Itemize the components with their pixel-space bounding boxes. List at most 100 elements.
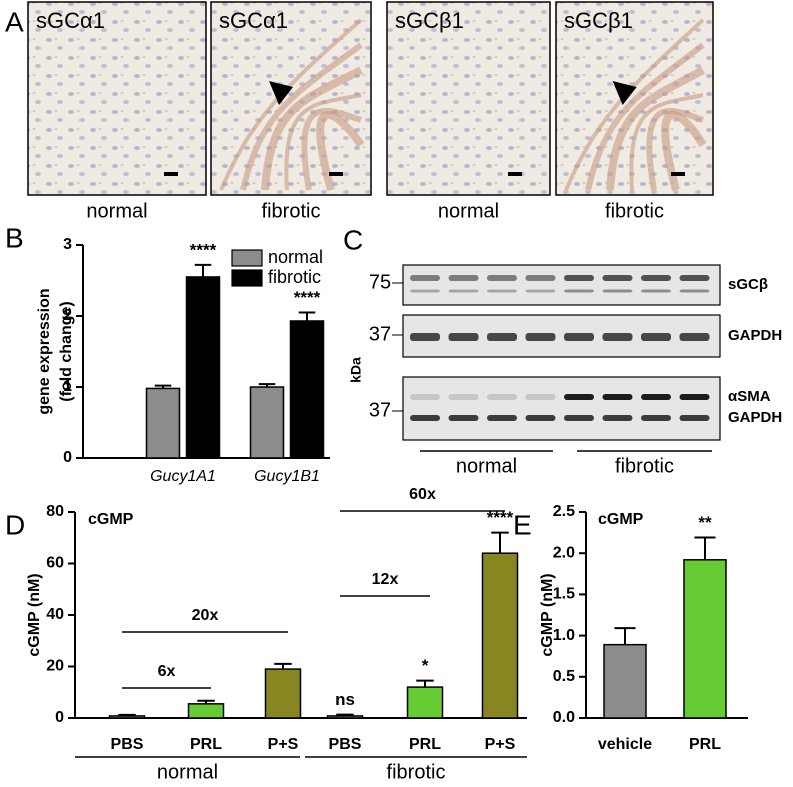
band: [679, 289, 710, 293]
band: [602, 394, 633, 400]
error-bar: [197, 699, 215, 704]
y-axis-label: (fold change): [58, 301, 75, 401]
y-axis-label: cGMP (nM): [26, 573, 43, 656]
band: [641, 394, 671, 400]
band: [448, 415, 479, 421]
band: [487, 394, 517, 400]
image-label: sGCβ1: [395, 8, 464, 33]
y-tick-label: 1: [63, 378, 72, 395]
image-label: sGCα1: [219, 8, 288, 33]
band: [525, 415, 556, 421]
bar: [187, 703, 225, 719]
error-bar: [491, 531, 509, 554]
legend-label: fibrotic: [268, 267, 321, 287]
group-label: normal: [157, 761, 218, 783]
group-label: fibrotic: [615, 455, 674, 477]
legend-swatch: [231, 249, 263, 267]
fold-change: 20x: [192, 607, 219, 624]
band: [487, 275, 517, 281]
y-tick-label: 0.5: [553, 668, 575, 685]
stain: [606, 66, 705, 191]
bar: [145, 387, 181, 459]
band: [679, 275, 710, 281]
band: [525, 333, 556, 341]
band: [410, 415, 440, 421]
band: [602, 333, 633, 341]
image-caption: normal: [86, 200, 147, 222]
scale-bar: [164, 172, 178, 176]
chart-title: cGMP: [598, 511, 644, 528]
significance: **: [698, 513, 712, 532]
band: [564, 275, 594, 281]
group-label: fibrotic: [387, 761, 446, 783]
band: [410, 275, 440, 281]
y-tick-label: 2.5: [553, 503, 575, 520]
y-tick-label: 1.0: [553, 627, 575, 644]
arrowhead: [612, 81, 637, 105]
panel-label: E: [513, 509, 532, 540]
y-tick-label: 80: [46, 503, 64, 520]
blot: [402, 264, 721, 306]
bar: [326, 715, 364, 719]
group-label: normal: [456, 455, 517, 477]
x-tick-label: vehicle: [598, 736, 652, 753]
bar: [289, 320, 325, 459]
image-label: sGCα1: [36, 8, 105, 33]
band: [525, 394, 556, 400]
stain: [240, 42, 363, 191]
band: [564, 289, 594, 293]
micrograph: [27, 1, 207, 196]
x-tick-label: Gucy1B1: [254, 468, 320, 485]
band: [641, 415, 671, 421]
micrograph: [386, 1, 551, 196]
fold-change: 12x: [372, 571, 399, 588]
error-bar: [258, 383, 276, 387]
error-bar: [694, 536, 716, 560]
kda-marker: 37: [369, 399, 391, 421]
stain: [284, 93, 362, 191]
x-tick-label: PRL: [190, 736, 222, 753]
y-tick-label: 40: [46, 606, 64, 623]
bar: [185, 276, 221, 459]
y-tick-label: 0: [63, 449, 72, 466]
band: [564, 333, 594, 341]
band: [679, 415, 710, 421]
panel-label: D: [5, 509, 25, 540]
error-bar: [614, 627, 636, 645]
scale-bar: [508, 172, 522, 176]
fold-change: 6x: [158, 663, 176, 680]
stain: [301, 107, 362, 191]
significance: ****: [487, 508, 514, 527]
x-tick-label: P+S: [268, 736, 299, 753]
band: [410, 333, 440, 341]
significance: ns: [335, 690, 355, 709]
x-tick-label: Gucy1A1: [150, 468, 216, 485]
stain: [564, 18, 705, 191]
blot-label: sGCβ: [728, 276, 768, 293]
band: [525, 275, 556, 281]
significance: *: [422, 656, 429, 675]
kda-marker: 37: [369, 323, 391, 345]
blot-label: GAPDH: [728, 327, 782, 344]
error-bar: [416, 679, 434, 688]
arrowhead: [269, 81, 293, 105]
x-tick-label: PRL: [409, 736, 441, 753]
fold-change: 60x: [409, 486, 436, 503]
panel-label: C: [343, 224, 363, 255]
band: [525, 289, 556, 293]
x-tick-label: PRL: [689, 736, 721, 753]
x-tick-label: P+S: [485, 736, 516, 753]
error-bar: [154, 384, 172, 389]
y-tick-label: 20: [46, 658, 64, 675]
blot: [402, 376, 721, 441]
legend-swatch: [231, 269, 263, 287]
image-label: sGCβ1: [564, 8, 633, 33]
y-tick-label: 2.0: [553, 544, 575, 561]
band: [602, 289, 633, 293]
bar: [481, 552, 519, 719]
bar: [249, 386, 285, 459]
band: [641, 275, 671, 281]
bar: [264, 668, 302, 719]
stain: [261, 66, 363, 191]
band: [410, 394, 440, 400]
